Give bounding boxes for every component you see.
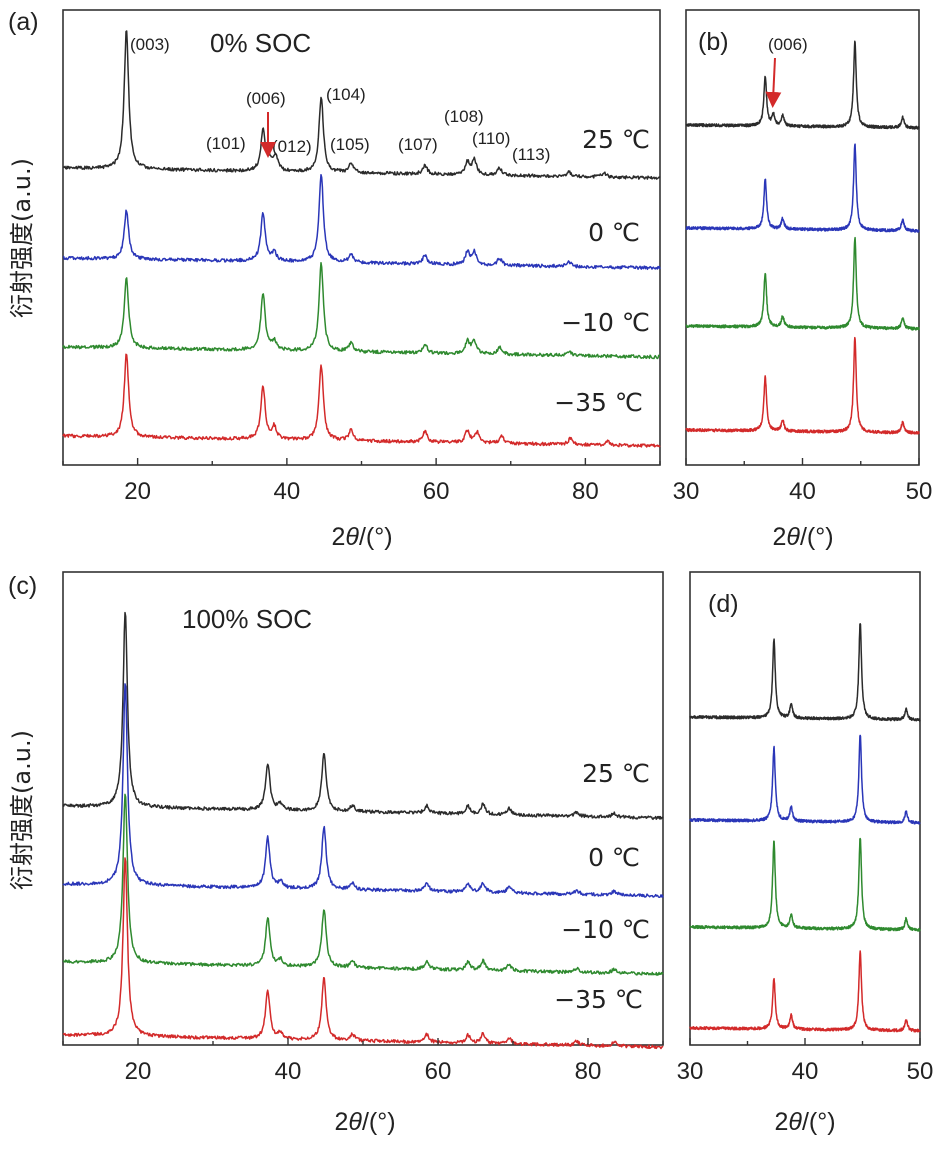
panel-b: 30 40 50 (b) (006) 2θ/(°) xyxy=(673,9,933,551)
panel-c-temp-m35: −35 ℃ xyxy=(554,985,643,1014)
panel-c-traces xyxy=(62,611,664,1050)
panel-c-temp-25: 25 ℃ xyxy=(582,759,650,788)
panel-c-ticks: 20 40 60 80 xyxy=(62,1038,664,1085)
panel-d-traces xyxy=(689,623,921,1033)
panel-a-xtick-label: 40 xyxy=(274,478,301,505)
panel-d-frame xyxy=(689,571,921,1046)
peak-label-104: (104) xyxy=(326,85,366,104)
panel-a-ylabel: 衍射强度(a.u.) xyxy=(8,158,36,318)
panel-a-ticks: 20 40 60 80 xyxy=(62,458,661,505)
panel-a-trace-0 xyxy=(62,173,661,271)
peak-label-101: (101) xyxy=(206,134,246,153)
panel-b-xlabel: 2θ/(°) xyxy=(772,523,833,551)
panel-c-frame xyxy=(62,571,664,1046)
panel-b-trace-25 xyxy=(685,40,920,130)
panel-d: 30 40 50 (d) 2θ/(°) xyxy=(677,571,934,1136)
panel-a-traces xyxy=(62,30,661,448)
panel-c-xtick-label: 20 xyxy=(125,1058,152,1085)
peak-label-108: (108) xyxy=(444,107,484,126)
peak-label-110: (110) xyxy=(472,129,510,148)
panel-a-xlabel: 2θ/(°) xyxy=(331,523,392,551)
panel-b-letter: (b) xyxy=(698,28,729,56)
panel-c: 20 40 60 80 (c) 100% SOC 25 ℃ 0 ℃ −10 ℃ −35… xyxy=(8,571,664,1136)
panel-d-xtick-label: 50 xyxy=(907,1058,934,1085)
panel-b-xtick-label: 50 xyxy=(906,478,933,505)
panel-b-trace--10 xyxy=(685,236,920,331)
panel-a-trace-25 xyxy=(62,30,661,180)
panel-c-trace--10 xyxy=(62,793,664,977)
panel-b-traces xyxy=(685,40,920,435)
panel-a-letter: (a) xyxy=(8,8,39,36)
panel-b-xtick-label: 30 xyxy=(673,478,700,505)
panel-d-trace--35 xyxy=(689,950,921,1033)
panel-d-xtick-label: 30 xyxy=(677,1058,704,1085)
panel-d-trace-25 xyxy=(689,623,921,722)
panel-a-temp-0: 0 ℃ xyxy=(588,218,640,247)
panel-a-xtick-label: 80 xyxy=(572,478,599,505)
panel-c-title: 100% SOC xyxy=(182,604,312,634)
panel-c-xlabel: 2θ/(°) xyxy=(334,1108,395,1136)
panel-c-trace--35 xyxy=(62,857,664,1050)
panel-a-xtick-label: 60 xyxy=(423,478,450,505)
peak-label-006: (006) xyxy=(246,89,286,108)
panel-a-temp-m10: −10 ℃ xyxy=(561,308,650,337)
panel-c-trace-0 xyxy=(62,683,664,899)
panel-a-temp-m35: −35 ℃ xyxy=(554,388,643,417)
panel-c-xtick-label: 60 xyxy=(425,1058,452,1085)
panel-c-ylabel: 衍射强度(a.u.) xyxy=(8,730,36,890)
panel-a-title: 0% SOC xyxy=(210,28,311,58)
panel-d-xlabel: 2θ/(°) xyxy=(774,1108,835,1136)
panel-a-xtick-label: 20 xyxy=(124,478,151,505)
peak-label-113: (113) xyxy=(512,145,550,164)
panel-c-letter: (c) xyxy=(8,572,37,600)
panel-c-xtick-label: 80 xyxy=(575,1058,602,1085)
panel-b-trace-0 xyxy=(685,143,920,233)
panel-b-peak-label-006: (006) xyxy=(768,35,808,54)
panel-d-trace--10 xyxy=(689,837,921,932)
panel-b-xtick-label: 40 xyxy=(789,478,816,505)
panel-a-temp-25: 25 ℃ xyxy=(582,125,650,154)
panel-a-trace--10 xyxy=(62,262,661,360)
panel-c-temp-0: 0 ℃ xyxy=(588,843,640,872)
panel-d-xtick-label: 40 xyxy=(792,1058,819,1085)
panel-d-ticks: 30 40 50 xyxy=(677,1038,934,1085)
panel-b-ticks: 30 40 50 xyxy=(673,458,933,505)
panel-c-trace-25 xyxy=(62,611,664,821)
peak-label-107: (107) xyxy=(398,135,438,154)
peak-label-012: (012) xyxy=(272,137,312,156)
panel-b-trace--35 xyxy=(685,336,920,435)
panel-c-xtick-label: 40 xyxy=(275,1058,302,1085)
peak-label-003: (003) xyxy=(130,35,170,54)
panel-d-trace-0 xyxy=(689,734,921,825)
panel-d-letter: (d) xyxy=(708,590,739,618)
peak-label-105: (105) xyxy=(330,135,370,154)
panel-a-trace--35 xyxy=(62,353,661,448)
panel-b-006-arrow xyxy=(765,57,782,108)
panel-c-temp-m10: −10 ℃ xyxy=(561,915,650,944)
panel-b-frame xyxy=(685,9,920,466)
panel-a: 20 40 60 80 (a) 0% SOC 25 ℃ 0 ℃ −10 ℃ −35 ℃… xyxy=(8,8,661,551)
